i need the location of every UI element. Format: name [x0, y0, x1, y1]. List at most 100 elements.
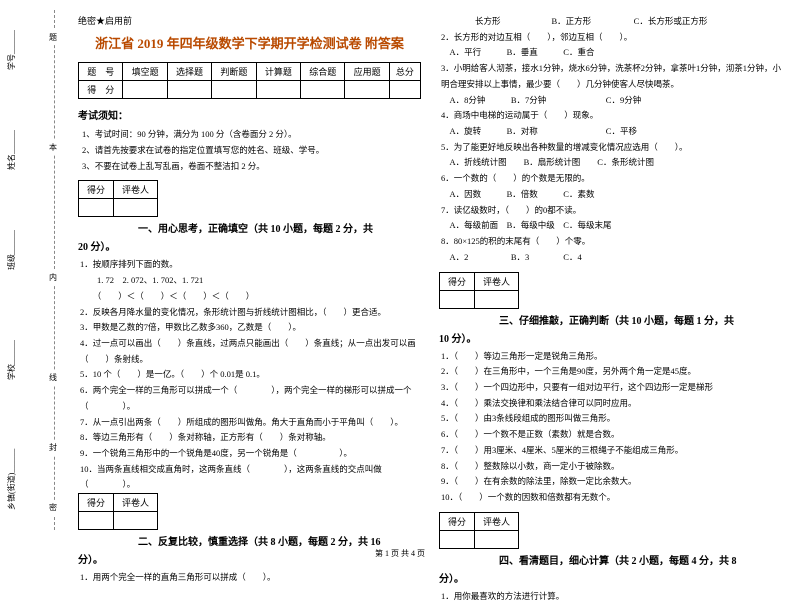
mini-blank[interactable]: [475, 290, 519, 308]
q3-9: 9．（ ）在有余数的除法里，除数一定比余数大。: [441, 474, 782, 490]
section-4-tail: 分）。: [439, 571, 782, 589]
r-13: 8．80×125的积的末尾有（ ）个零。: [441, 234, 782, 250]
hdr-6: 应用题: [345, 63, 389, 81]
grader-table-3: 得分评卷人: [439, 272, 519, 309]
q1-7: 7．从一点引出两条（ ）所组成的图形叫做角。角大于直角而小于平角叫（ ）。: [80, 415, 421, 431]
r-11: 7．读亿级数时，（ ）的0都不读。: [441, 203, 782, 219]
r-1: 2．长方形的对边互相（ ），邻边互相（ ）。: [441, 30, 782, 46]
hdr-7: 总分: [389, 63, 420, 81]
cell-blank[interactable]: [256, 81, 300, 99]
section-1-title: 一、用心思考，正确填空（共 10 小题，每题 2 分，共: [78, 221, 421, 239]
cell-blank[interactable]: [301, 81, 345, 99]
mini-blank[interactable]: [79, 512, 114, 530]
hdr-2: 选择题: [167, 63, 211, 81]
page-body: 绝密★启用前 浙江省 2019 年四年级数学下学期开学检测试卷 附答案 题 号 …: [72, 0, 800, 608]
r-8: A．折线统计图 B．扇形统计图 C．条形统计图: [441, 155, 782, 171]
hdr-5: 综合题: [301, 63, 345, 81]
mini-c2: 评卷人: [475, 512, 519, 530]
section-3-title: 三、仔细推敲，正确判断（共 10 小题，每题 1 分，共: [439, 313, 782, 331]
cell-blank[interactable]: [212, 81, 256, 99]
left-column: 绝密★启用前 浙江省 2019 年四年级数学下学期开学检测试卷 附答案 题 号 …: [78, 14, 421, 604]
exam-title: 浙江省 2019 年四年级数学下学期开学检测试卷 附答案: [78, 33, 421, 52]
seal-char-6: 密: [48, 500, 58, 515]
q1-2: 2．反映各月降水量的变化情况，条形统计图与折线统计图相比，（ ）更合适。: [80, 305, 421, 321]
right-column: 长方形 B．正方形 C．长方形或正方形 2．长方形的对边互相（ ），邻边互相（ …: [439, 14, 782, 604]
notice-list: 1、考试时间：90 分钟，满分为 100 分（含卷面分 2 分）。 2、请首先按…: [78, 126, 421, 174]
label-name: 姓名______: [6, 130, 17, 170]
q3-8: 8．（ ）整数除以小数，商一定小于被除数。: [441, 459, 782, 475]
mini-blank[interactable]: [475, 530, 519, 548]
mini-c1: 得分: [440, 512, 475, 530]
cell-blank[interactable]: [123, 81, 167, 99]
section-1-tail: 20 分）。: [78, 239, 421, 257]
q1-1c: （ ）＜（ ）＜（ ）＜（ ）: [80, 289, 421, 305]
q1-3: 3．甲数是乙数的7倍，甲数比乙数多360，乙数是（ ）。: [80, 320, 421, 336]
q1-4: 4．过一点可以画出（ ）条直线，过两点只能画出（ ）条直线；从一点出发可以画（ …: [80, 336, 421, 367]
section-3-tail: 10 分）。: [439, 331, 782, 349]
seal-char-3: 内: [48, 270, 58, 285]
mini-c2: 评卷人: [114, 181, 158, 199]
q3-1: 1．（ ）等边三角形一定是锐角三角形。: [441, 349, 782, 365]
binding-margin: 学号______ 姓名______ 班级______ 学校______ 乡镇(街…: [6, 10, 66, 530]
row2-label: 得 分: [79, 81, 123, 99]
hdr-0: 题 号: [79, 63, 123, 81]
mini-c1: 得分: [79, 494, 114, 512]
q3-4: 4．（ ）乘法交换律和乘法结合律可以同时应用。: [441, 396, 782, 412]
label-school: 学校______: [6, 340, 17, 380]
label-town: 乡镇(街道)______: [6, 449, 17, 510]
q1-10: 10．当两条直线相交成直角时，这两条直线（ ），这两条直线的交点叫做（ ）。: [80, 462, 421, 493]
q1-9: 9．一个锐角三角形中的一个锐角是40度，另一个锐角是（ ）。: [80, 446, 421, 462]
q3-10: 10．（ ）一个数的因数和倍数都有无数个。: [441, 490, 782, 506]
grader-table-1: 得分评卷人: [78, 180, 158, 217]
mini-c2: 评卷人: [475, 272, 519, 290]
seal-char-4: 线: [48, 370, 58, 385]
cell-blank[interactable]: [167, 81, 211, 99]
page-footer: 第 1 页 共 4 页: [0, 548, 800, 559]
q1-8: 8．等边三角形有（ ）条对称轴，正方形有（ ）条对称轴。: [80, 430, 421, 446]
cell-blank[interactable]: [345, 81, 389, 99]
q3-7: 7．（ ）用3厘米、4厘米、5厘米的三根绳子不能组成三角形。: [441, 443, 782, 459]
mini-blank[interactable]: [440, 530, 475, 548]
q1-1: 1．按顺序排列下面的数。: [80, 257, 421, 273]
r-4: A．8分钟 B．7分钟 C．9分钟: [441, 93, 782, 109]
sec1-questions: 1．按顺序排列下面的数。 1. 72 2. 072、1. 702、1. 721 …: [78, 257, 421, 493]
notice-heading: 考试须知：: [78, 107, 421, 122]
notice-1: 1、考试时间：90 分钟，满分为 100 分（含卷面分 2 分）。: [82, 126, 421, 142]
mini-blank[interactable]: [114, 512, 158, 530]
notice-2: 2、请首先按要求在试卷的指定位置填写您的姓名、班级、学号。: [82, 142, 421, 158]
secret-label: 绝密★启用前: [78, 14, 421, 27]
mini-blank[interactable]: [440, 290, 475, 308]
q3-2: 2．（ ）在三角形中，一个三角是90度，另外两个角一定是45度。: [441, 364, 782, 380]
r-5: 4．商场中电梯的运动属于（ ）现象。: [441, 108, 782, 124]
mini-blank[interactable]: [79, 199, 114, 217]
label-class: 班级______: [6, 230, 17, 270]
score-table: 题 号 填空题 选择题 判断题 计算题 综合题 应用题 总分 得 分: [78, 62, 421, 99]
q3-6: 6．（ ）一个数不是正数（素数）就是合数。: [441, 427, 782, 443]
q1-6: 6．两个完全一样的三角形可以拼成一个（ ），两个完全一样的梯形可以拼成一个（ ）…: [80, 383, 421, 414]
sec2-continued: 长方形 B．正方形 C．长方形或正方形 2．长方形的对边互相（ ），邻边互相（ …: [439, 14, 782, 266]
r-3: 3．小明给客人沏茶，接水1分钟，烧水6分钟，洗茶杯2分钟，拿茶叶1分钟，沏茶1分…: [441, 61, 782, 92]
seal-char-2: 本: [48, 140, 58, 155]
r-14: A．2 B．3 C．4: [441, 250, 782, 266]
q3-3: 3．（ ）一个四边形中，只要有一组对边平行，这个四边形一定是梯形: [441, 380, 782, 396]
r-12: A．每级前面 B．每级中级 C．每级末尾: [441, 218, 782, 234]
r-9: 6．一个数的（ ）的个数是无限的。: [441, 171, 782, 187]
r-6: A．旋转 B．对称 C．平移: [441, 124, 782, 140]
mini-c2: 评卷人: [114, 494, 158, 512]
r-7: 5．为了能更好地反映出各种数量的增减变化情况应选用（ ）。: [441, 140, 782, 156]
hdr-4: 计算题: [256, 63, 300, 81]
cell-blank[interactable]: [389, 81, 420, 99]
seal-char-5: 封: [48, 440, 58, 455]
mini-blank[interactable]: [114, 199, 158, 217]
sec3-questions: 1．（ ）等边三角形一定是锐角三角形。 2．（ ）在三角形中，一个三角是90度，…: [439, 349, 782, 506]
hdr-3: 判断题: [212, 63, 256, 81]
score-header-row: 题 号 填空题 选择题 判断题 计算题 综合题 应用题 总分: [79, 63, 421, 81]
grader-table-2: 得分评卷人: [78, 493, 158, 530]
label-id: 学号______: [6, 30, 17, 70]
notice-3: 3、不要在试卷上乱写乱画，卷面不整洁扣 2 分。: [82, 158, 421, 174]
hdr-1: 填空题: [123, 63, 167, 81]
r-2: A．平行 B．垂直 C．重合: [441, 45, 782, 61]
mini-c1: 得分: [440, 272, 475, 290]
q1-1b: 1. 72 2. 072、1. 702、1. 721: [80, 273, 421, 289]
q1-5: 5．10 个（ ）是一亿。（ ）个 0.01是 0.1。: [80, 367, 421, 383]
